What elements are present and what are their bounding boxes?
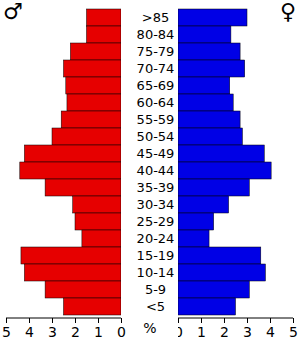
svg-text:45-49: 45-49: [137, 146, 175, 161]
svg-text:3: 3: [48, 324, 57, 340]
svg-text:3: 3: [243, 324, 252, 340]
svg-text:1: 1: [197, 324, 206, 340]
svg-text:20-24: 20-24: [137, 231, 175, 246]
svg-text:50-54: 50-54: [137, 129, 175, 144]
svg-text:40-44: 40-44: [137, 163, 175, 178]
svg-text:65-69: 65-69: [137, 78, 175, 93]
svg-text:30-34: 30-34: [137, 197, 175, 212]
svg-text:75-79: 75-79: [137, 44, 175, 59]
svg-text:70-74: 70-74: [137, 61, 175, 76]
svg-text:55-59: 55-59: [137, 112, 175, 127]
svg-text:4: 4: [266, 324, 275, 340]
svg-text:>85: >85: [142, 10, 169, 25]
svg-text:<5: <5: [146, 299, 165, 314]
svg-text:2: 2: [220, 324, 229, 340]
svg-text:0: 0: [178, 324, 183, 340]
svg-text:4: 4: [25, 324, 34, 340]
svg-text:10-14: 10-14: [137, 265, 175, 280]
svg-text:35-39: 35-39: [137, 180, 175, 195]
svg-text:5-9: 5-9: [145, 282, 166, 297]
svg-text:1: 1: [94, 324, 103, 340]
svg-text:2: 2: [71, 324, 80, 340]
svg-text:0: 0: [117, 324, 126, 340]
svg-text:60-64: 60-64: [137, 95, 175, 110]
svg-text:15-19: 15-19: [137, 248, 175, 263]
svg-text:5: 5: [2, 324, 11, 340]
svg-text:5: 5: [289, 324, 298, 340]
svg-text:80-84: 80-84: [137, 27, 175, 42]
svg-text:25-29: 25-29: [137, 214, 175, 229]
